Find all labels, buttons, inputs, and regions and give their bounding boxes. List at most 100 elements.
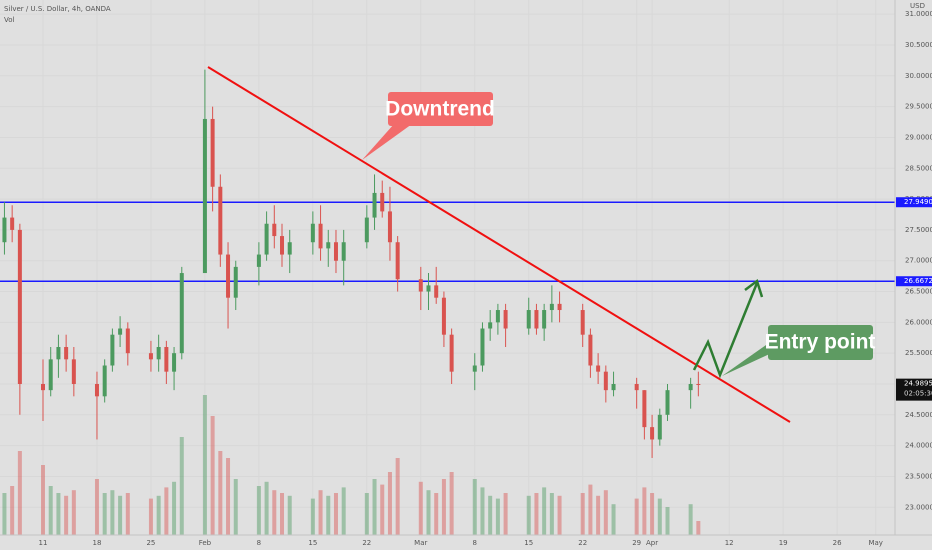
volume-bar (156, 495, 161, 535)
candle-body (441, 297, 446, 335)
candle-body (148, 353, 153, 360)
volume-label: Vol (4, 16, 15, 24)
candle-body (696, 383, 701, 385)
candle-body (418, 279, 423, 292)
candle-body (588, 334, 593, 366)
candle-body (495, 310, 500, 323)
volume-bar (542, 487, 547, 535)
volume-bar (596, 495, 601, 535)
candle-body (364, 217, 369, 243)
candle-body (156, 347, 161, 360)
volume-bar (588, 484, 593, 535)
candle-body (256, 254, 261, 267)
volume-bar (696, 521, 701, 535)
candle-body (333, 242, 338, 261)
candle-body (318, 223, 323, 249)
volume-bar (642, 487, 647, 535)
volume-bar (148, 498, 153, 535)
volume-bar (310, 498, 315, 535)
y-tick-label: 24.50000 (905, 411, 932, 419)
candles (2, 69, 701, 458)
candle-body (326, 242, 331, 249)
candle-body (287, 242, 292, 255)
x-tick-label: 22 (362, 539, 371, 547)
candle-body (596, 365, 601, 372)
arrow-head (744, 278, 764, 298)
candle-body (387, 211, 392, 243)
volume-bar (264, 481, 269, 535)
volume-bar (688, 504, 693, 535)
volume-bar (326, 495, 331, 535)
levels (0, 201, 895, 282)
candle-body (480, 328, 485, 366)
callout-pointer (722, 338, 776, 376)
volume-bar (611, 504, 616, 535)
volume-bar (233, 479, 238, 535)
volume-bar (164, 487, 169, 535)
candle-body (17, 229, 22, 384)
candle-body (665, 390, 670, 415)
axis: 23.0000023.5000024.0000024.5000025.00000… (39, 10, 932, 547)
x-tick-label: 25 (146, 539, 155, 547)
y-tick-label: 27.00000 (905, 257, 932, 265)
volume-bar (488, 495, 493, 535)
callout-pointer (362, 124, 412, 160)
volume-bar (118, 495, 123, 535)
level-label: 27.94905 (904, 198, 932, 206)
volume-bar (41, 465, 45, 535)
candle-body (472, 365, 477, 372)
volume-bar (17, 451, 22, 535)
candle-body (94, 383, 99, 397)
volume-bar (202, 395, 207, 535)
volume-bar (418, 481, 423, 535)
callout-box (768, 325, 873, 360)
x-tick-label: 8 (473, 539, 477, 547)
candle-body (179, 273, 184, 354)
callout-text: Entry point (765, 331, 876, 354)
volume-bar (380, 484, 385, 535)
candle-body (172, 353, 177, 372)
volume-bar (480, 487, 485, 535)
level-label: 26.66728 (904, 277, 932, 285)
level-tag (896, 276, 932, 287)
candle-body (110, 334, 115, 366)
candle-body (48, 359, 53, 391)
volume-bar (256, 486, 261, 535)
volume-bar (56, 493, 61, 535)
candle-body (526, 310, 531, 329)
volume-bar (364, 493, 369, 535)
candle-body (642, 390, 647, 428)
candle-body (634, 383, 639, 391)
y-tick-label: 23.00000 (905, 503, 932, 511)
y-tick-label: 29.50000 (905, 103, 932, 111)
volume-bar (526, 495, 531, 535)
volume-bar (534, 493, 539, 535)
volume-bar (634, 498, 639, 535)
volume-bar (48, 486, 53, 535)
callout-box (388, 92, 493, 126)
volume-bar (2, 493, 7, 535)
x-tick-label: May (868, 539, 882, 547)
volume-bar (372, 479, 377, 535)
candle-body (41, 383, 45, 391)
candle-body (264, 223, 269, 255)
candle-body (102, 365, 107, 397)
volume-bar (441, 479, 446, 535)
y-tick-label: 31.00000 (905, 10, 932, 18)
price-scale (895, 0, 932, 550)
chart-title: Silver / U.S. Dollar, 4h, OANDA (4, 5, 111, 13)
x-tick-label: 11 (39, 539, 48, 547)
volume-bar (603, 490, 608, 535)
x-tick-label: 22 (578, 539, 587, 547)
candle-body (226, 254, 231, 298)
volume-bar (580, 493, 585, 535)
candle-body (202, 118, 207, 274)
volume-bar (125, 493, 130, 535)
candle-body (118, 328, 123, 335)
volume-bar (226, 458, 231, 535)
candle-body (210, 118, 215, 187)
volume-bar (71, 490, 76, 535)
y-tick-label: 25.50000 (905, 349, 932, 357)
x-tick-label: 12 (725, 539, 734, 547)
